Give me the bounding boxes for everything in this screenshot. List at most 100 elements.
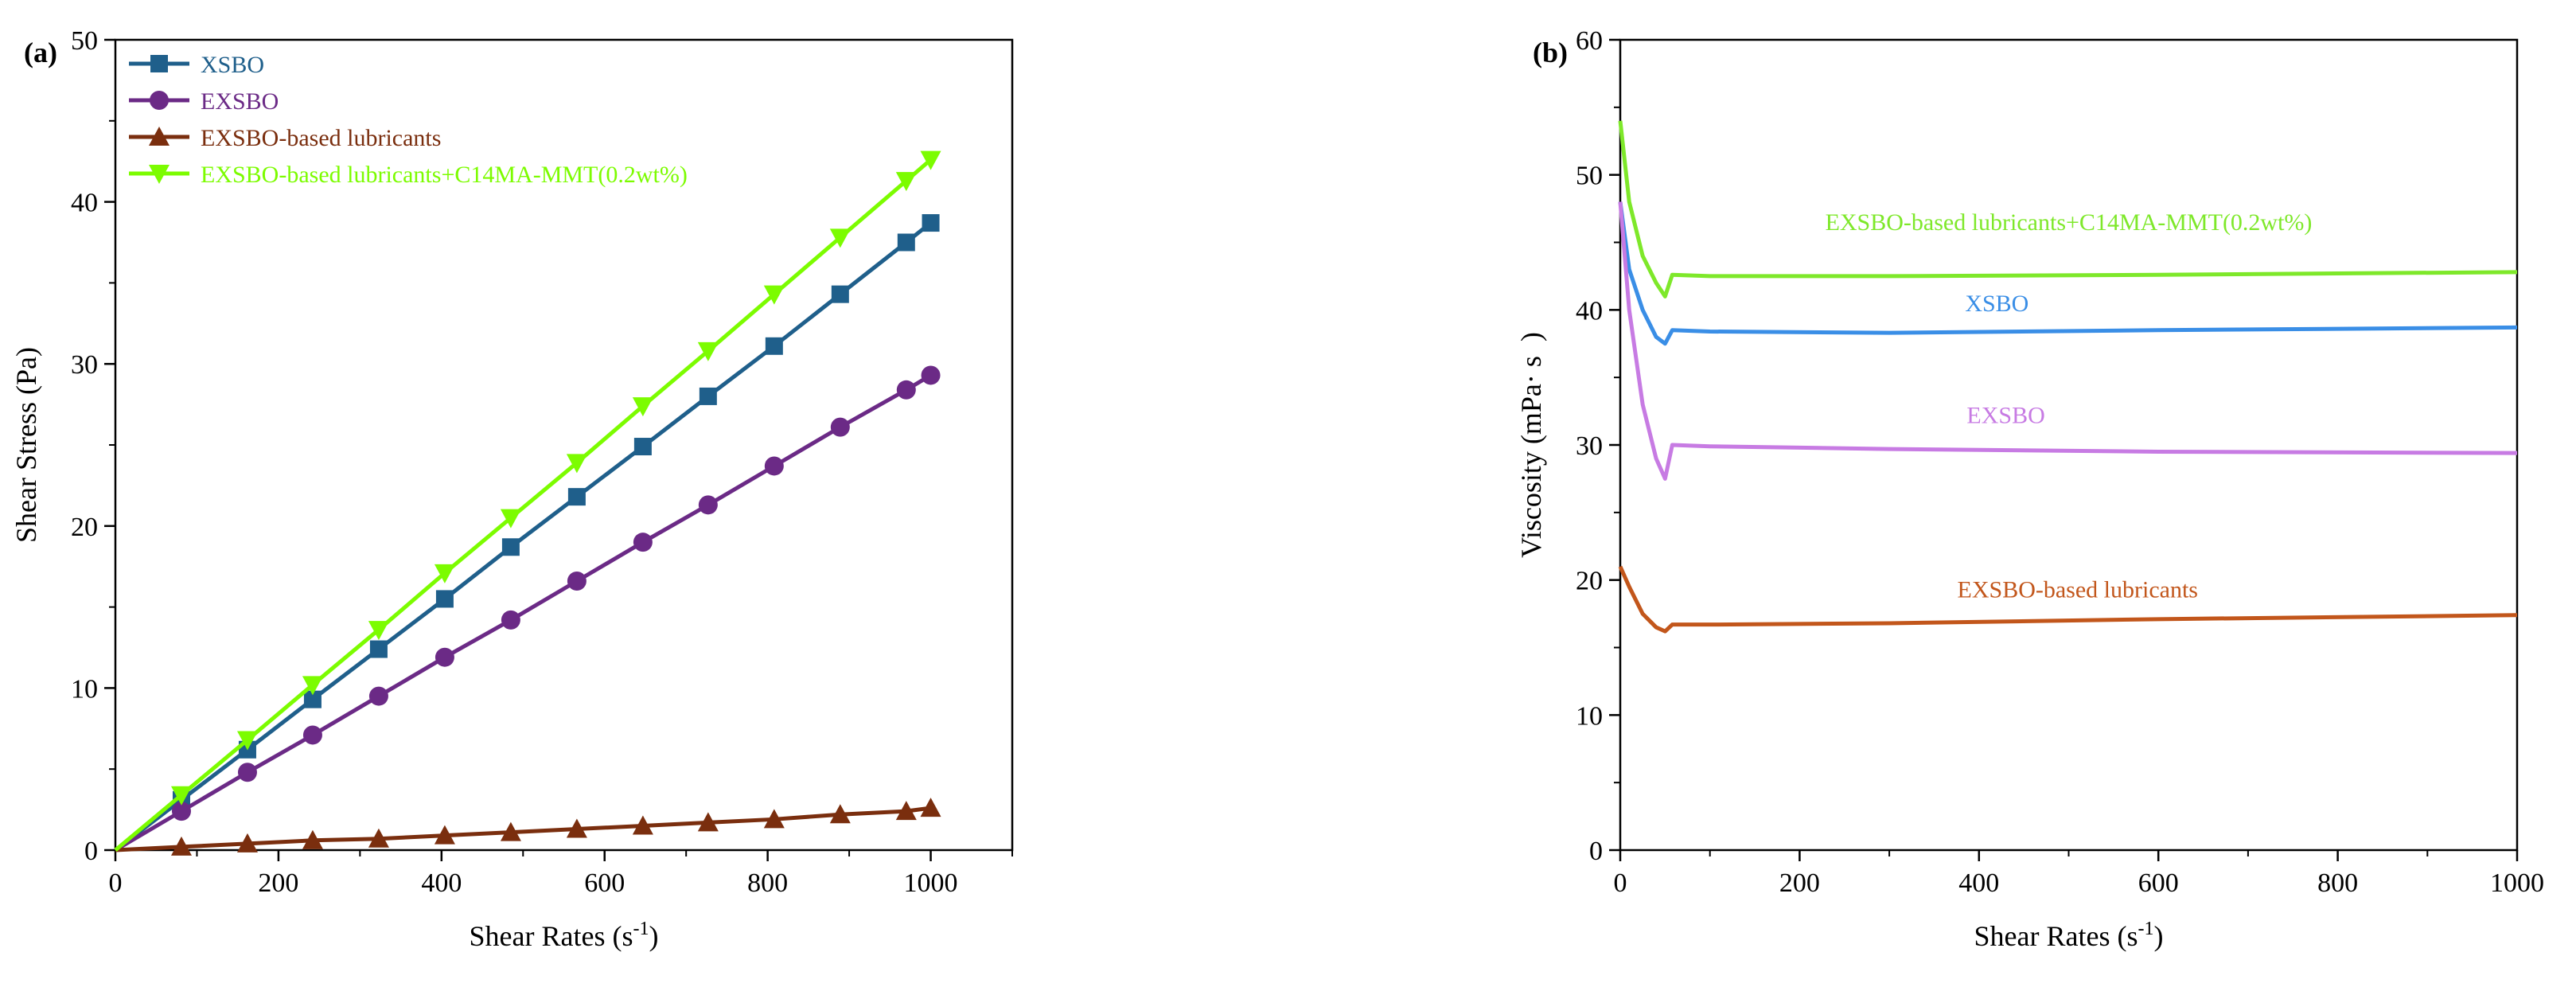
legend-marker — [150, 91, 169, 110]
data-point — [895, 172, 917, 192]
legend-marker — [149, 127, 170, 146]
data-point — [501, 610, 520, 630]
panel-a: 0 200 400 600 800 1000 0 10 20 30 40 50 Shear Rates … — [10, 26, 1014, 952]
y-tick-label: 20 — [71, 513, 98, 542]
data-point — [920, 798, 941, 817]
data-point — [632, 397, 653, 417]
legend-marker — [149, 165, 170, 184]
legend-item: XSBO — [129, 52, 264, 78]
y-tick-label: 10 — [71, 674, 98, 704]
series-line-exsbo — [1618, 201, 2518, 481]
data-point — [501, 538, 520, 556]
series-exsbo-based-lubricants — [115, 798, 941, 856]
data-point — [302, 676, 323, 696]
data-point — [171, 802, 191, 821]
legend: XSBO EXSBO EXSBO-based lubricants EXSBO-bas… — [129, 52, 688, 188]
x-axis-label: Shear Rates (s-1) — [1974, 919, 2164, 952]
y-tick-label: 0 — [1589, 837, 1603, 866]
data-point — [170, 786, 192, 806]
series-line-exsbo-based-lubricants-c14ma-mmt-0-2wt- — [1618, 120, 2518, 298]
data-point — [368, 828, 389, 848]
data-point — [567, 572, 587, 591]
x-tick-label: 400 — [421, 868, 462, 898]
data-point — [697, 341, 719, 361]
x-tick-label: 1000 — [904, 868, 958, 898]
series-exsbo — [114, 365, 941, 852]
y-tick-label: 50 — [71, 26, 98, 56]
data-point — [368, 621, 389, 641]
data-point — [435, 647, 454, 667]
data-point — [829, 228, 851, 248]
x-axis-label-close: ) — [649, 920, 658, 952]
y-tick-label: 20 — [1576, 567, 1603, 596]
data-point — [170, 836, 192, 856]
y-tick-label: 10 — [1576, 701, 1603, 731]
x-axis-label-exponent: -1 — [2138, 919, 2153, 939]
data-point — [434, 564, 455, 583]
data-point — [764, 456, 784, 476]
series-annotation: EXSBO-based lubricants — [1958, 577, 2198, 603]
data-point — [303, 690, 322, 708]
y-tick-label: 30 — [71, 350, 98, 380]
data-point — [237, 763, 257, 782]
legend-item: EXSBO-based lubricants — [129, 125, 441, 151]
series-annotation: EXSBO — [1966, 403, 2044, 429]
series-line-exsbo-based-lubricants — [1618, 565, 2518, 634]
data-point — [633, 438, 652, 456]
y-tick-label: 40 — [71, 189, 98, 218]
y-tick-label: 60 — [1576, 26, 1603, 56]
x-axis-label-main: Shear Rates (s — [470, 920, 633, 952]
series-line-xsbo — [1618, 201, 2518, 346]
y-tick-label: 0 — [84, 837, 98, 866]
data-point — [566, 454, 587, 474]
series-annotation: XSBO — [1965, 291, 2028, 317]
series-line — [115, 806, 931, 852]
y-axis-label: Viscosity (mPa· s ) — [1515, 332, 1547, 558]
panel-b: 0 200 400 600 800 1000 0 10 20 30 40 50 60 Shear Rate… — [1515, 26, 2544, 952]
data-point — [500, 821, 521, 841]
data-point — [236, 731, 258, 751]
series-annotation: EXSBO-based lubricants+C14MA-MMT(0.2wt%) — [1826, 209, 2313, 236]
x-tick-label: 600 — [584, 868, 625, 898]
data-point — [697, 812, 719, 832]
legend-marker — [150, 55, 168, 72]
data-point — [895, 801, 917, 821]
data-point — [699, 387, 717, 405]
legend-item: EXSBO-based lubricants+C14MA-MMT(0.2wt%) — [129, 162, 688, 188]
y-tick-label: 30 — [1576, 431, 1603, 461]
x-tick-label: 400 — [1958, 868, 1999, 898]
data-point — [830, 417, 850, 437]
data-point — [831, 285, 849, 303]
series-exsbo-based-lubricants-c14ma-mmt-0-2wt- — [114, 150, 941, 852]
data-point — [829, 804, 851, 824]
data-point — [236, 833, 258, 852]
data-point — [922, 214, 940, 232]
x-axis-label-exponent: -1 — [633, 919, 649, 939]
x-tick-label: 800 — [2317, 868, 2358, 898]
data-point — [633, 533, 653, 552]
data-point — [302, 829, 323, 849]
series-line — [114, 373, 932, 852]
legend-label: EXSBO-based lubricants — [201, 125, 441, 151]
x-axis-label: Shear Rates (s-1) — [470, 919, 659, 952]
data-point — [896, 380, 916, 400]
y-axis-label: Shear Stress (Pa) — [10, 347, 42, 543]
legend-label: XSBO — [201, 52, 264, 78]
x-tick-label: 0 — [109, 868, 123, 898]
x-tick-label: 0 — [1614, 868, 1627, 898]
x-tick-label: 600 — [2138, 868, 2179, 898]
data-point — [567, 488, 586, 506]
panel-label: (a) — [24, 37, 57, 68]
x-tick-label: 200 — [258, 868, 298, 898]
series-line — [114, 158, 933, 852]
data-point — [763, 285, 785, 305]
legend-label: EXSBO-based lubricants+C14MA-MMT(0.2wt%) — [201, 162, 688, 188]
legend-label: EXSBO — [201, 88, 279, 115]
x-axis-label-close: ) — [2153, 920, 2163, 952]
data-point — [698, 495, 718, 515]
x-tick-label: 800 — [747, 868, 788, 898]
data-point — [500, 509, 521, 529]
y-tick-label: 50 — [1576, 162, 1603, 191]
